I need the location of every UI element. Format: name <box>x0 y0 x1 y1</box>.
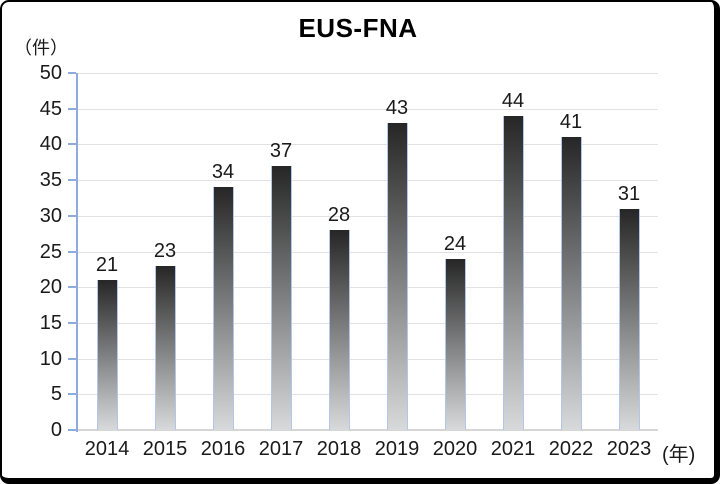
bar-value-label: 34 <box>211 161 235 183</box>
x-tick-label: 2023 <box>606 438 652 460</box>
y-tick-mark <box>68 251 76 253</box>
y-tick-label: 35 <box>39 169 62 191</box>
x-tick-label: 2020 <box>432 438 478 460</box>
y-tick-label: 10 <box>39 348 62 370</box>
gridline <box>78 216 658 217</box>
gridline <box>78 73 658 74</box>
bar <box>96 280 118 430</box>
bar-value-label: 21 <box>95 254 119 276</box>
y-tick-label: 50 <box>39 62 62 84</box>
y-tick-mark <box>68 72 76 74</box>
gridline <box>78 109 658 110</box>
gridline <box>78 359 658 360</box>
x-tick-label: 2019 <box>374 438 420 460</box>
y-tick-label: 45 <box>39 98 62 120</box>
y-tick-mark <box>68 286 76 288</box>
bar-value-label: 43 <box>385 97 409 119</box>
gridline <box>78 252 658 253</box>
gridline <box>78 394 658 395</box>
gridline <box>78 429 658 431</box>
x-tick-label: 2022 <box>548 438 594 460</box>
bar-value-label: 24 <box>443 233 467 255</box>
x-tick-label: 2015 <box>142 438 188 460</box>
gridline <box>78 180 658 181</box>
bar-value-label: 28 <box>327 204 351 226</box>
x-tick-label: 2018 <box>316 438 362 460</box>
y-tick-label: 15 <box>39 312 62 334</box>
y-tick-label: 30 <box>39 205 62 227</box>
y-tick-mark <box>68 108 76 110</box>
y-tick-mark <box>68 358 76 360</box>
chart-title: EUS-FNA <box>298 13 418 43</box>
y-tick-mark <box>68 322 76 324</box>
bar <box>386 123 408 430</box>
bar <box>154 266 176 430</box>
y-axis-unit-label: （件） <box>14 38 68 58</box>
bar <box>560 137 582 430</box>
gridline <box>78 144 658 145</box>
gridline <box>78 323 658 324</box>
x-tick-label: 2021 <box>490 438 536 460</box>
bar-value-label: 44 <box>501 90 525 112</box>
bar-value-label: 37 <box>269 140 293 162</box>
bar <box>444 259 466 430</box>
y-tick-label: 20 <box>39 276 62 298</box>
y-tick-label: 40 <box>39 133 62 155</box>
x-tick-label: 2016 <box>200 438 246 460</box>
x-tick-label: 2017 <box>258 438 304 460</box>
bar-value-label: 31 <box>617 183 641 205</box>
y-tick-mark <box>68 393 76 395</box>
bar <box>328 230 350 430</box>
bar <box>502 116 524 430</box>
bar-value-label: 41 <box>559 111 583 133</box>
bar <box>270 166 292 430</box>
y-tick-mark <box>68 143 76 145</box>
y-tick-label: 0 <box>50 419 62 441</box>
gridline <box>78 287 658 288</box>
y-axis-line <box>76 73 78 432</box>
y-tick-mark <box>68 179 76 181</box>
bar <box>212 187 234 430</box>
y-tick-label: 25 <box>39 241 62 263</box>
x-axis-unit-label: (年) <box>662 444 696 466</box>
y-tick-label: 5 <box>50 383 62 405</box>
bar-value-label: 23 <box>153 240 177 262</box>
y-tick-mark <box>68 215 76 217</box>
bar <box>618 209 640 430</box>
x-tick-label: 2014 <box>84 438 130 460</box>
y-tick-mark <box>68 429 76 431</box>
plot-area: 21 23 34 37 28 43 24 44 41 31 <box>78 73 658 431</box>
